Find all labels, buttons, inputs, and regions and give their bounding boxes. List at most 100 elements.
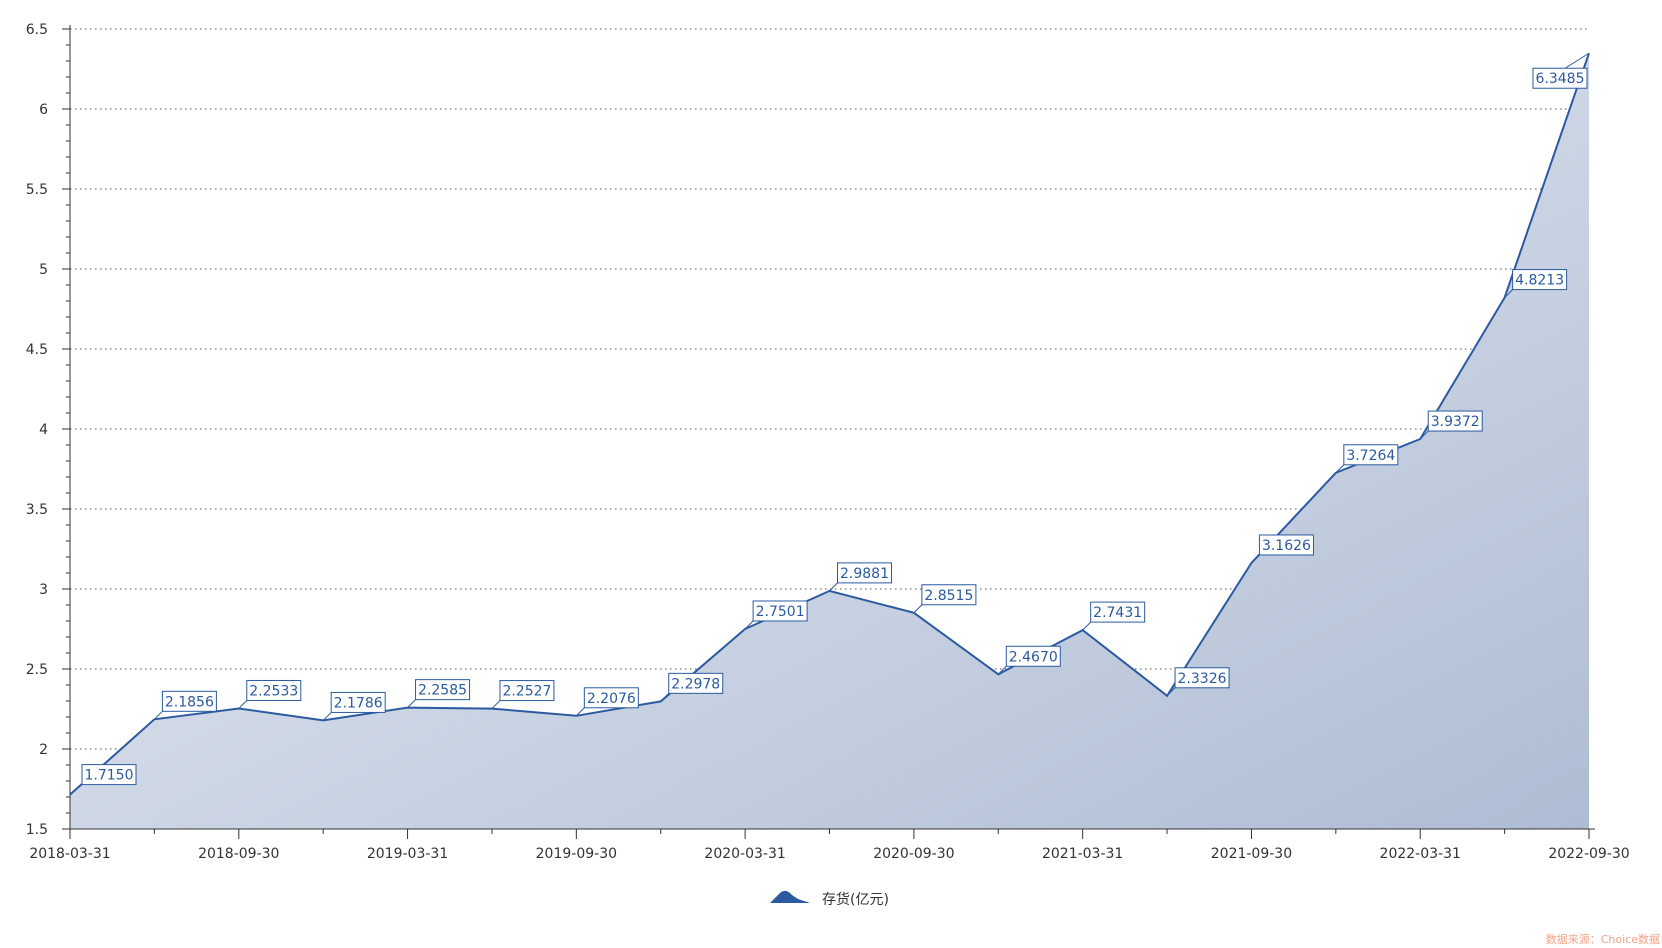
data-label-box [1512, 269, 1568, 291]
data-label: 2.7501 [744, 600, 808, 630]
y-tick-label: 2.5 [26, 662, 48, 678]
y-tick-label: 5.5 [26, 182, 48, 198]
data-label-leader [1419, 430, 1429, 440]
axes: 1.5 2 2.5 3 3.5 4 4.5 5 5.5 6 6.5 2018-03-31 2018-09… [26, 22, 1630, 862]
data-label: 3.1626 [1251, 534, 1314, 564]
data-label-value: 2.2978 [671, 676, 720, 692]
data-label-box [921, 584, 977, 606]
data-label: 2.2533 [238, 679, 302, 709]
x-tick-label: 2018-03-31 [29, 846, 110, 862]
data-label-box [1532, 67, 1588, 89]
x-tick-label: 2021-09-30 [1211, 846, 1292, 862]
data-label-box [415, 679, 471, 701]
data-label: 2.4670 [997, 645, 1061, 675]
data-label-box [752, 600, 808, 622]
data-label: 2.9881 [829, 562, 892, 592]
data-label-value: 2.7431 [1093, 605, 1142, 621]
x-tick-label: 2019-03-31 [367, 846, 448, 862]
x-tick-label: 2020-09-30 [873, 846, 954, 862]
x-tick-label: 2020-03-31 [704, 846, 785, 862]
data-label-leader [238, 700, 248, 709]
data-label: 4.8213 [1504, 269, 1568, 298]
data-label: 2.8515 [913, 584, 977, 614]
y-tick-label: 5 [39, 262, 48, 278]
data-label-box [499, 680, 555, 702]
data-label-value: 2.2585 [418, 683, 467, 699]
legend[interactable]: 存货(亿元) [770, 890, 889, 908]
data-label-value: 3.7264 [1346, 448, 1395, 464]
area-fill [69, 52, 1590, 829]
y-tick-label: 4 [39, 422, 48, 438]
y-tick-label: 1.5 [26, 822, 48, 838]
data-label-value: 2.9881 [840, 566, 889, 582]
y-tick-label: 2 [39, 742, 48, 758]
data-label-leader [69, 784, 83, 795]
data-label-leader [322, 712, 332, 721]
data-label-leader [913, 604, 923, 614]
legend-area-icon [770, 890, 810, 903]
x-tick-label: 2022-03-31 [1380, 846, 1461, 862]
data-label-box [1174, 667, 1230, 689]
data-label-box [583, 687, 639, 709]
data-label-value: 2.2533 [249, 683, 298, 699]
data-label-box [1258, 534, 1314, 556]
y-tick-label: 3.5 [26, 502, 48, 518]
data-labels: 1.7150 2.1856 2.2533 2.1786 2.2585 2.2527 2.20… [69, 52, 1590, 795]
data-label-box [837, 562, 892, 584]
data-label-box [246, 679, 302, 701]
data-label-leader [744, 620, 754, 630]
data-label-value: 3.9372 [1431, 414, 1480, 430]
data-label-leader [660, 692, 670, 702]
data-label-box [1005, 645, 1061, 667]
data-label-value: 6.3485 [1536, 71, 1585, 87]
x-tick-label: 2018-09-30 [198, 846, 279, 862]
source-note: 数据来源：Choice数据 [1546, 932, 1660, 946]
data-label-leader [1251, 554, 1260, 564]
series-area [70, 53, 1589, 829]
data-label-box [1427, 410, 1483, 432]
data-label-box [1090, 601, 1146, 623]
data-label-value: 2.7501 [756, 604, 805, 620]
y-tick-label: 4.5 [26, 342, 48, 358]
data-label: 2.2585 [407, 679, 471, 708]
data-label: 2.1786 [322, 691, 386, 721]
data-label: 2.1856 [154, 690, 217, 720]
data-label-value: 2.1856 [165, 694, 214, 710]
data-label-leader [154, 710, 163, 720]
x-tick-label: 2022-09-30 [1548, 846, 1629, 862]
data-label: 2.2527 [491, 680, 555, 709]
data-label: 3.7264 [1335, 444, 1399, 474]
data-label-value: 2.2076 [587, 691, 636, 707]
data-label-leader [1504, 289, 1513, 298]
x-tick-label: 2019-09-30 [536, 846, 617, 862]
data-label-value: 2.4670 [1009, 649, 1058, 665]
y-tick-label: 6.5 [26, 22, 48, 38]
data-label: 6.3485 [1532, 52, 1590, 89]
data-label-value: 4.8213 [1515, 273, 1564, 289]
data-label-leader [1335, 464, 1345, 474]
y-tick-label: 6 [39, 102, 48, 118]
legend-label: 存货(亿元) [822, 891, 889, 908]
x-tick-label: 2021-03-31 [1042, 846, 1123, 862]
data-label-leader [575, 707, 585, 717]
data-label-leader [997, 665, 1007, 675]
data-label-leader [1082, 621, 1092, 631]
data-label: 2.3326 [1166, 667, 1230, 697]
data-label-value: 2.8515 [924, 588, 973, 604]
data-label-value: 2.3326 [1178, 671, 1227, 687]
data-label-box [161, 690, 217, 712]
data-label: 2.2978 [660, 672, 724, 702]
data-label-value: 1.7150 [85, 768, 134, 784]
data-label-leader [407, 699, 416, 708]
data-label: 3.9372 [1419, 410, 1483, 440]
data-label-box [1343, 444, 1399, 466]
data-label-value: 3.1626 [1262, 538, 1311, 554]
data-label-box [668, 672, 724, 694]
data-label-value: 2.2527 [502, 684, 551, 700]
data-label-leader [491, 700, 501, 709]
data-label-box [81, 764, 137, 786]
data-label: 2.7431 [1082, 601, 1146, 631]
data-label: 2.2076 [575, 687, 639, 717]
data-label-value: 2.1786 [334, 695, 383, 711]
